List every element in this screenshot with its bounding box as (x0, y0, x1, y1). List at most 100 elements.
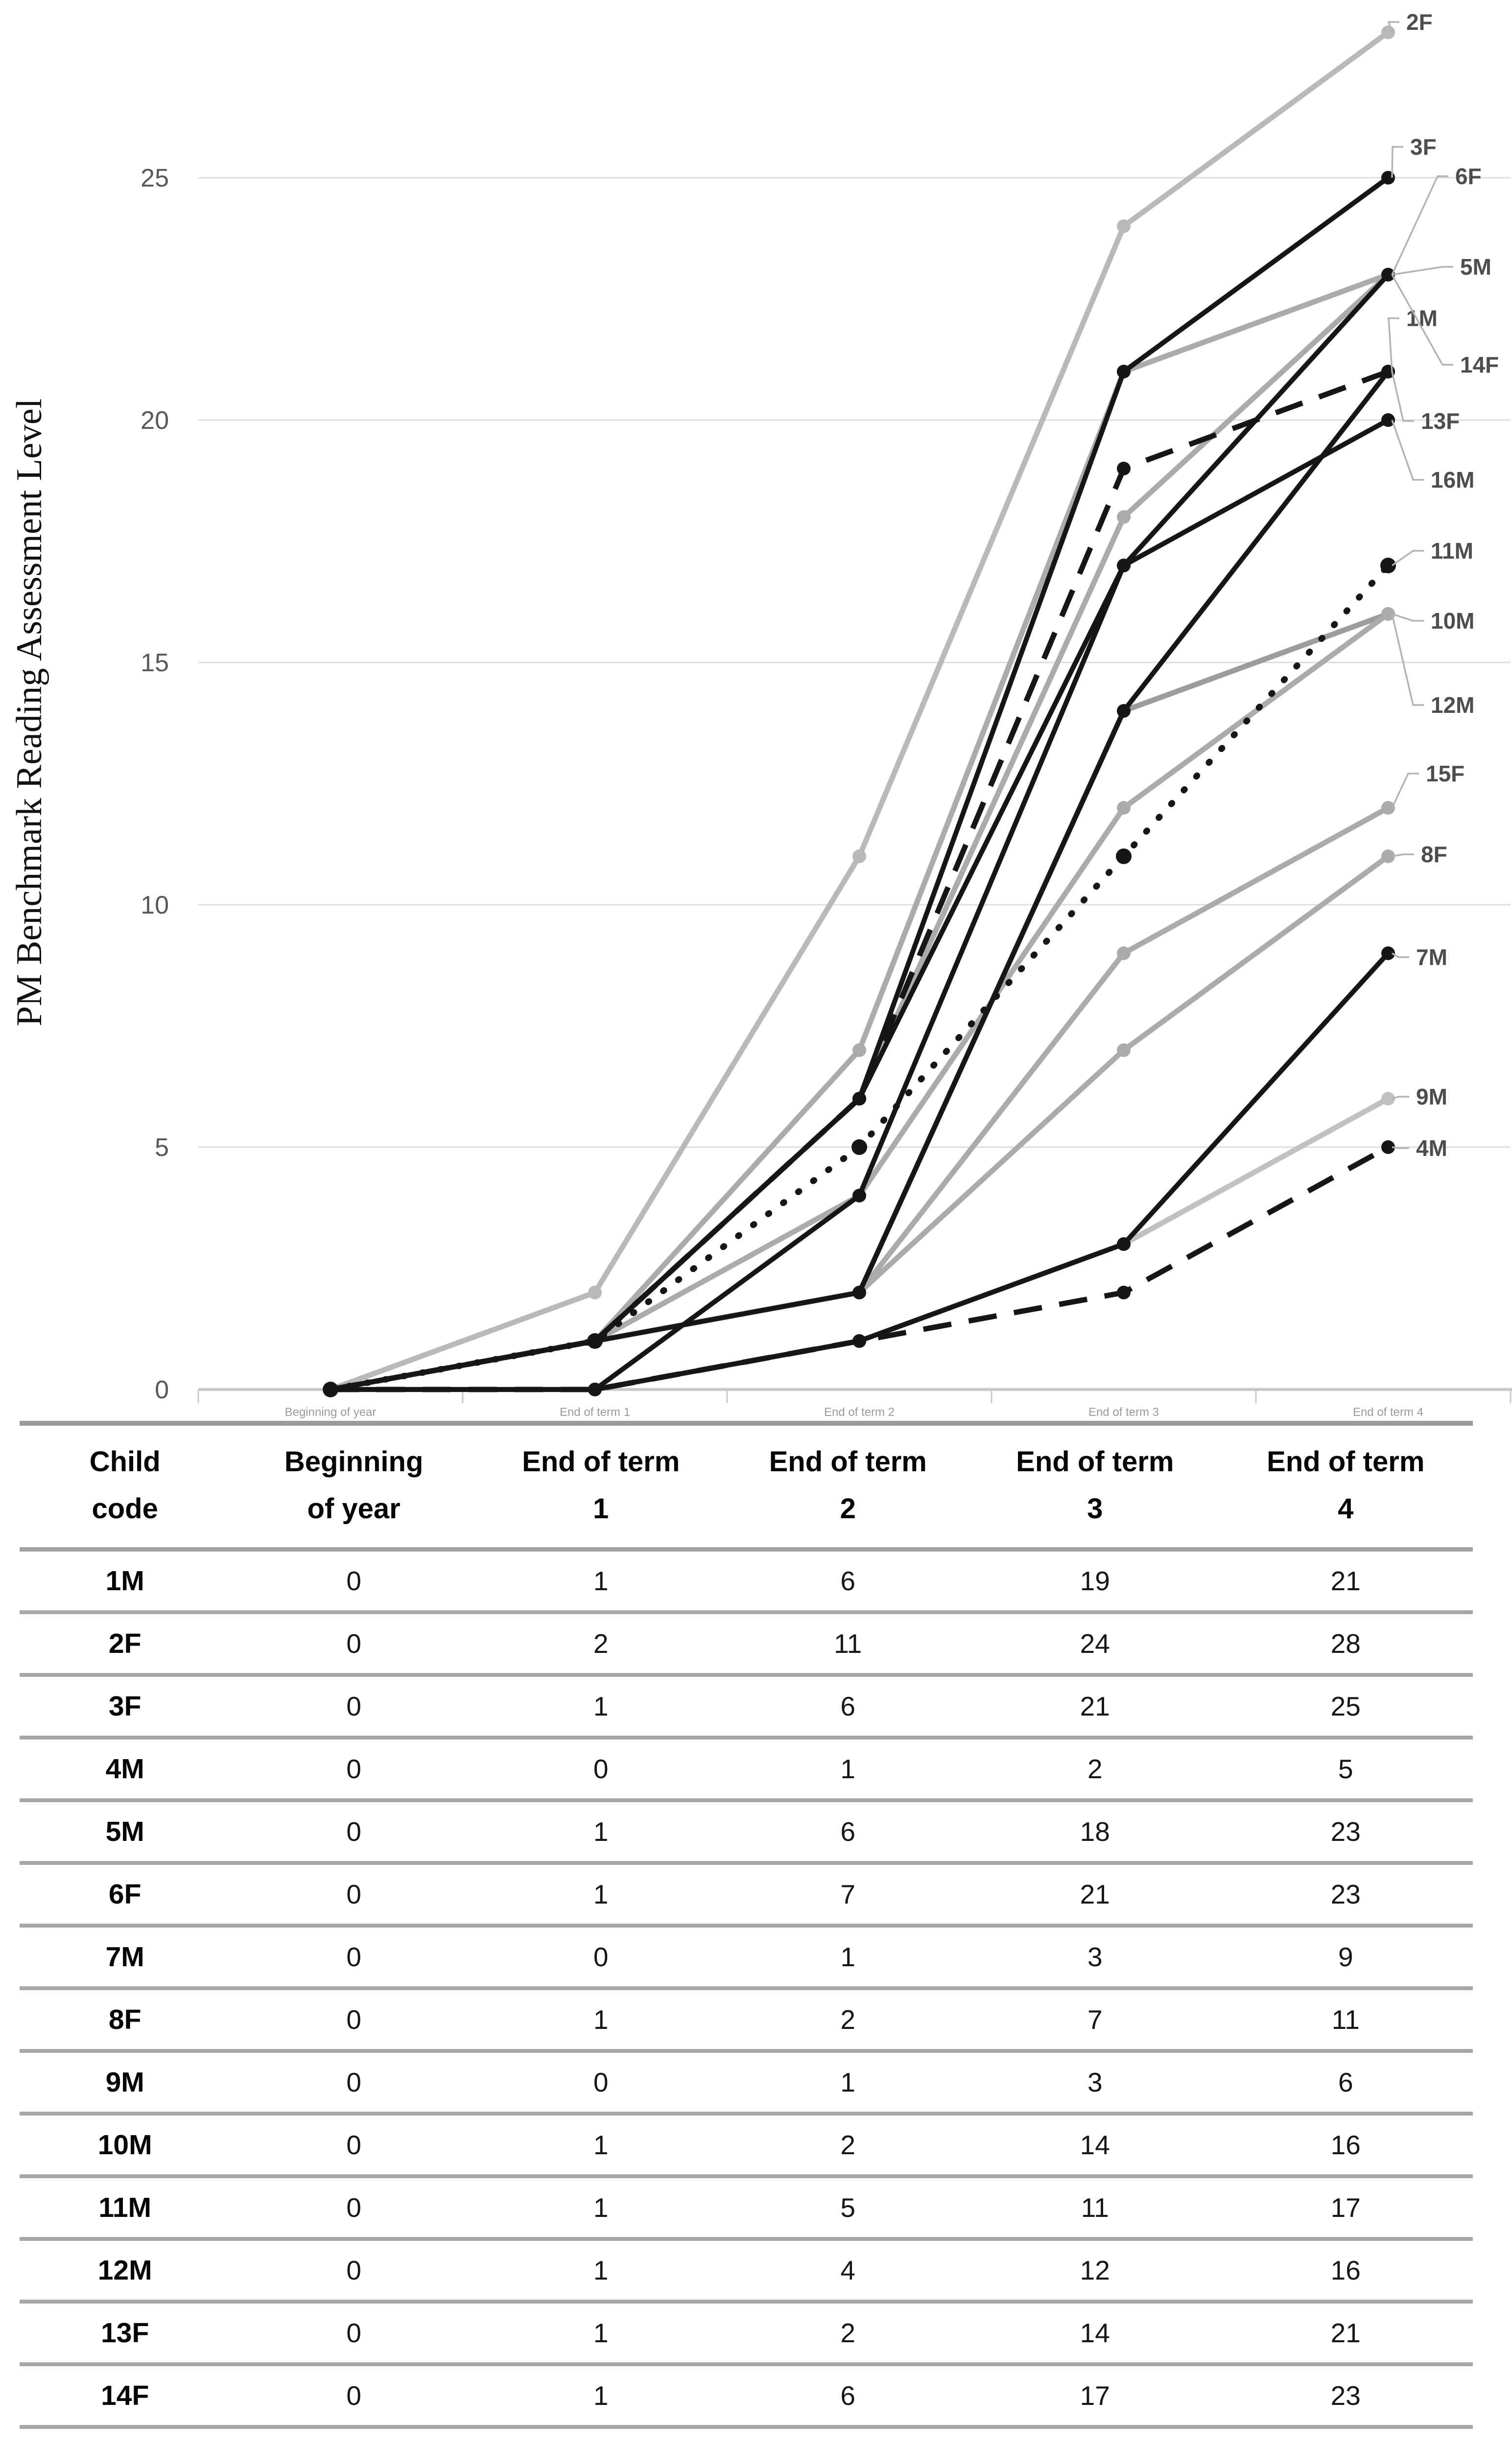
value-cell: 25 (1218, 1673, 1473, 1738)
value-cell: 2 (971, 1736, 1219, 1800)
value-cell: 18 (971, 1798, 1219, 1863)
series-line-7M (331, 951, 1390, 1392)
value-cell: 0 (230, 1736, 477, 1800)
series-marker-1M-2 (852, 1092, 866, 1106)
value-cell: 1 (477, 1673, 725, 1738)
series-marker-11M-1 (587, 1333, 603, 1349)
table-body: 1M 0 1 6 19 21 2F 0 2 11 24 28 3F 0 1 6 21 25 4M 0 0 1 2 5 5M 0 1 6… (20, 1547, 1473, 2448)
x-category-label-2: End of term 2 (824, 1406, 895, 1419)
series-end-label-5M: 5M (1460, 254, 1491, 280)
child-code-cell: 3F (20, 1673, 231, 1738)
value-cell: 3 (971, 1924, 1219, 1988)
value-cell: 6 (724, 1673, 971, 1738)
child-code-cell: 12M (20, 2237, 231, 2302)
series-marker-11M-3 (1116, 848, 1132, 864)
child-code-cell: 6F (20, 1861, 231, 1926)
value-cell: 21 (971, 1861, 1219, 1926)
value-cell: 1 (724, 2049, 971, 2114)
series-marker-4M-1 (588, 1383, 602, 1396)
value-cell: 12 (1218, 2425, 1473, 2448)
series-end-label-8F: 8F (1421, 842, 1447, 867)
series-end-label-7M: 7M (1416, 944, 1447, 970)
column-header-line1: End of term (522, 1446, 680, 1478)
column-header-line2: 3 (1087, 1493, 1103, 1525)
child-code-cell: 1M (20, 1547, 231, 1612)
child-code-cell: 9M (20, 2049, 231, 2114)
label-leader-13F (1391, 371, 1414, 422)
label-leader-11M (1391, 550, 1424, 566)
table-row-9M: 9M 0 0 1 3 6 (20, 2049, 1473, 2114)
value-cell: 0 (230, 2300, 477, 2364)
table-row-3F: 3F 0 1 6 21 25 (20, 1673, 1473, 1738)
series-line-6F (330, 272, 1389, 1392)
value-cell: 0 (230, 1673, 477, 1738)
chart-canvas: 2F3F6F5M1M14F13F16M11M10M12M15F8F7M9M4M0… (9, 9, 1512, 1419)
value-cell: 1 (477, 1861, 725, 1926)
column-header-line2: of year (307, 1493, 401, 1525)
value-cell: 0 (230, 2112, 477, 2176)
value-cell: 0 (230, 2425, 477, 2448)
value-cell: 11 (724, 1610, 971, 1675)
series-marker-13F-3 (1117, 704, 1131, 718)
series-marker-14F-4 (1381, 268, 1395, 282)
column-header-1: Beginning of year (230, 1423, 477, 1552)
value-cell: 6 (724, 2362, 971, 2427)
value-cell: 24 (971, 1610, 1219, 1675)
x-category-label-1: End of term 1 (560, 1406, 630, 1419)
child-code-cell: 10M (20, 2112, 231, 2176)
value-cell: 0 (230, 1547, 477, 1612)
reading-level-table-region: Child code Beginning of year End of term 1 End… (20, 1421, 1473, 2448)
value-cell: 28 (1218, 1610, 1473, 1675)
column-header-line1: End of term (1016, 1446, 1174, 1478)
column-header-line1: End of term (769, 1446, 927, 1478)
table-row-5M: 5M 0 1 6 18 23 (20, 1798, 1473, 1863)
table-row-7M: 7M 0 0 1 3 9 (20, 1924, 1473, 1988)
series-line-11M (327, 562, 1392, 1393)
value-cell: 0 (230, 2362, 477, 2427)
value-cell: 2 (724, 2425, 971, 2448)
value-cell: 2 (477, 1610, 725, 1675)
child-code-cell: 14F (20, 2362, 231, 2427)
series-marker-2F-2 (852, 849, 866, 863)
child-code-cell: 8F (20, 1986, 231, 2051)
value-cell: 1 (477, 2112, 725, 2176)
series-end-label-4M: 4M (1416, 1135, 1447, 1161)
series-line-8F (330, 854, 1390, 1392)
value-cell: 2 (724, 1986, 971, 2051)
series-marker-14F-3 (1117, 559, 1131, 572)
child-code-cell: 15F (20, 2425, 231, 2448)
value-cell: 5 (724, 2174, 971, 2239)
label-leader-3F (1391, 146, 1403, 178)
series-line-5M (330, 272, 1390, 1392)
value-cell: 21 (971, 1673, 1219, 1738)
series-line-3F (330, 175, 1390, 1392)
label-leader-7M (1392, 952, 1409, 958)
column-header-line1: Child (89, 1446, 161, 1478)
value-cell: 0 (230, 2049, 477, 2114)
x-category-label-0: Beginning of year (285, 1406, 377, 1419)
value-cell: 12 (971, 2237, 1219, 2302)
table-row-6F: 6F 0 1 7 21 23 (20, 1861, 1473, 1926)
series-marker-11M-0 (323, 1382, 338, 1397)
value-cell: 19 (971, 1547, 1219, 1612)
value-cell: 1 (477, 2425, 725, 2448)
series-end-label-15F: 15F (1426, 761, 1465, 786)
series-marker-13F-2 (852, 1286, 866, 1299)
series-line-14F (330, 273, 1390, 1392)
value-cell: 1 (477, 1798, 725, 1863)
value-cell: 11 (1218, 1986, 1473, 2051)
value-cell: 1 (477, 2300, 725, 2364)
value-cell: 23 (1218, 1798, 1473, 1863)
series-marker-1M-3 (1117, 462, 1131, 475)
series-marker-4M-4 (1381, 1140, 1395, 1154)
series-end-label-16M: 16M (1431, 467, 1474, 493)
series-end-label-14F: 14F (1460, 352, 1499, 377)
y-tick-label-25: 25 (141, 164, 169, 192)
series-marker-3F-3 (1117, 365, 1131, 378)
table-row-15F: 15F012912 (20, 2425, 1473, 2448)
series-marker-2F-3 (1117, 219, 1131, 233)
value-cell: 1 (724, 1924, 971, 1988)
value-cell: 1 (477, 2237, 725, 2302)
value-cell: 1 (477, 2174, 725, 2239)
value-cell: 0 (230, 1610, 477, 1675)
